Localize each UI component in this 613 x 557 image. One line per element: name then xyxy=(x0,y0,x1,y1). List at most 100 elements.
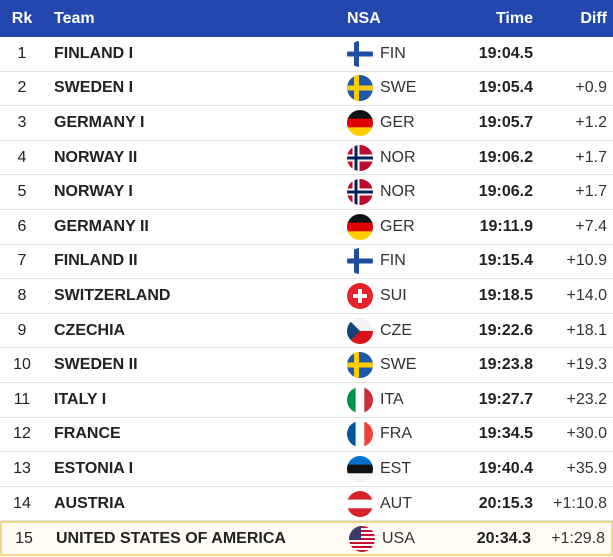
header-rank: Rk xyxy=(11,9,33,27)
nation-code: USA xyxy=(382,529,415,547)
flag-icon xyxy=(347,213,373,240)
nation-code: SUI xyxy=(380,286,407,304)
time: 19:06.2 xyxy=(478,148,533,166)
nation-code: ITA xyxy=(380,390,404,408)
time-difference: +1.7 xyxy=(575,148,607,166)
flag xyxy=(347,75,373,102)
flag xyxy=(347,352,373,379)
team-name: UNITED STATES OF AMERICA xyxy=(56,529,286,547)
team-name: ESTONIA I xyxy=(54,459,134,477)
time: 19:34.5 xyxy=(478,425,533,443)
time: 19:40.4 xyxy=(478,459,533,477)
table-row: 11 ITALY I ITA 19:27.7 +23.2 xyxy=(0,383,613,418)
flag xyxy=(347,282,373,309)
nation-code: GER xyxy=(380,217,415,235)
rank: 10 xyxy=(13,356,31,374)
team-name: SWEDEN II xyxy=(54,356,138,374)
time-difference: +14.0 xyxy=(566,286,607,304)
table-row: 2 SWEDEN I SWE 19:05.4 +0.9 xyxy=(0,72,613,107)
nation-code: GER xyxy=(380,113,415,131)
team-name: ITALY I xyxy=(54,390,107,408)
team-name: NORWAY II xyxy=(54,148,138,166)
rank: 3 xyxy=(17,113,27,131)
rank: 7 xyxy=(17,252,27,270)
flag-icon xyxy=(347,282,373,309)
time: 20:34.3 xyxy=(476,529,531,547)
rank: 15 xyxy=(15,529,33,547)
rank: 13 xyxy=(13,459,31,477)
table-row: 5 NORWAY I NOR 19:06.2 +1.7 xyxy=(0,175,613,210)
time: 20:15.3 xyxy=(478,494,533,512)
rank: 1 xyxy=(17,44,27,62)
time-difference: +35.9 xyxy=(566,459,607,477)
table-row: 9 CZECHIA CZE 19:22.6 +18.1 xyxy=(0,314,613,349)
table-row: 1 FINLAND I FIN 19:04.5 xyxy=(0,37,613,72)
flag-icon xyxy=(347,317,373,344)
table-row: 7 FINLAND II FIN 19:15.4 +10.9 xyxy=(0,245,613,280)
header-time: Time xyxy=(495,9,533,27)
time-difference: +18.1 xyxy=(566,321,607,339)
team-name: AUSTRIA xyxy=(54,494,126,512)
flag-icon xyxy=(347,248,373,275)
flag-icon xyxy=(347,179,373,206)
table-header: Rk Team NSA Time Diff xyxy=(0,0,613,37)
time-difference: +30.0 xyxy=(566,425,607,443)
time-difference: +19.3 xyxy=(566,356,607,374)
team-name: CZECHIA xyxy=(54,321,126,339)
nation-code: NOR xyxy=(380,183,416,201)
rank: 12 xyxy=(13,425,31,443)
flag xyxy=(347,109,373,136)
team-name: SWEDEN I xyxy=(54,79,134,97)
team-name: SWITZERLAND xyxy=(54,286,171,304)
table-row: 3 GERMANY I GER 19:05.7 +1.2 xyxy=(0,106,613,141)
time-difference: +1.2 xyxy=(575,113,607,131)
header-team: Team xyxy=(54,9,95,27)
flag xyxy=(347,421,373,448)
nation-code: NOR xyxy=(380,148,416,166)
time-difference: +7.4 xyxy=(575,217,607,235)
rank: 9 xyxy=(17,321,27,339)
nation-code: SWE xyxy=(380,79,417,97)
nation-code: SWE xyxy=(380,356,417,374)
time: 19:05.7 xyxy=(478,113,533,131)
table-row: 6 GERMANY II GER 19:11.9 +7.4 xyxy=(0,210,613,245)
flag xyxy=(347,455,373,482)
flag-icon xyxy=(347,490,373,517)
table-row: 4 NORWAY II NOR 19:06.2 +1.7 xyxy=(0,141,613,176)
header-diff: Diff xyxy=(580,9,607,27)
flag-icon xyxy=(347,352,373,379)
flag xyxy=(347,40,373,67)
table-row: 10 SWEDEN II SWE 19:23.8 +19.3 xyxy=(0,348,613,383)
nation-code: AUT xyxy=(380,494,412,512)
flag xyxy=(347,490,373,517)
time-difference: +10.9 xyxy=(566,252,607,270)
table-row: 8 SWITZERLAND SUI 19:18.5 +14.0 xyxy=(0,279,613,314)
time: 19:22.6 xyxy=(478,321,533,339)
flag-icon xyxy=(349,525,375,552)
time: 19:04.5 xyxy=(478,44,533,62)
nation-code: FIN xyxy=(380,252,406,270)
flag-icon xyxy=(347,421,373,448)
time: 19:23.8 xyxy=(478,356,533,374)
nation-code: EST xyxy=(380,459,412,477)
nation-code: FRA xyxy=(380,425,412,443)
team-name: GERMANY II xyxy=(54,217,149,235)
time-difference: +23.2 xyxy=(566,390,607,408)
time: 19:11.9 xyxy=(479,217,533,235)
flag xyxy=(347,144,373,171)
flag xyxy=(347,179,373,206)
flag-icon xyxy=(347,40,373,67)
flag xyxy=(347,386,373,413)
rank: 11 xyxy=(13,390,31,408)
table-row: 12 FRANCE FRA 19:34.5 +30.0 xyxy=(0,418,613,453)
rank: 6 xyxy=(17,217,27,235)
time-difference: +1.7 xyxy=(575,183,607,201)
time: 19:27.7 xyxy=(478,390,533,408)
nation-code: FIN xyxy=(380,44,406,62)
flag-icon xyxy=(347,144,373,171)
header-nsa: NSA xyxy=(347,9,381,27)
rank: 14 xyxy=(13,494,31,512)
team-name: FRANCE xyxy=(54,425,121,443)
team-name: NORWAY I xyxy=(54,183,133,201)
table-row: 14 AUSTRIA AUT 20:15.3 +1:10.8 xyxy=(0,487,613,522)
